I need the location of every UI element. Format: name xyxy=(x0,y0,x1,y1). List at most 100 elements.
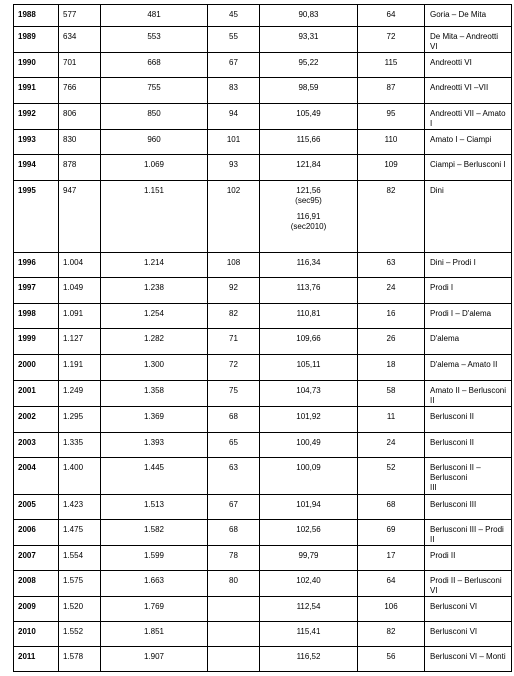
value-cell-c: 78 xyxy=(207,545,260,571)
table-row: 2004 1.400 1.445 63 100,09 52 Berlusconi II – … xyxy=(13,457,512,495)
value-cell-a: 947 xyxy=(58,180,101,253)
d-value: 121,56 xyxy=(296,186,321,195)
year-cell: 1999 xyxy=(13,328,59,355)
year-cell: 2010 xyxy=(13,621,59,647)
value-cell-e: 24 xyxy=(357,277,425,304)
table-row: 1998 1.091 1.254 82 110,81 16 Prodi I – D'alem… xyxy=(13,303,512,329)
value-cell-c: 55 xyxy=(207,26,260,53)
year-cell: 2007 xyxy=(13,545,59,571)
year-cell: 1998 xyxy=(13,303,59,329)
d-value-alt: 116,91 xyxy=(296,212,321,221)
government-cell: Berlusconi II xyxy=(424,432,512,458)
value-cell-e: 63 xyxy=(357,252,425,278)
value-cell-a: 830 xyxy=(58,129,101,155)
value-cell-a: 1.575 xyxy=(58,570,101,597)
value-cell-d: 101,92 xyxy=(259,406,358,433)
government-label: D'alema – Amato II xyxy=(430,360,498,369)
table-body: 1988 577 481 45 90,83 64 Goria – De Mita 1989 63… xyxy=(13,4,512,672)
government-cell: Berlusconi VI xyxy=(424,596,512,622)
year-cell: 1988 xyxy=(13,4,59,27)
year-cell: 1990 xyxy=(13,52,59,78)
value-cell-d: 112,54 xyxy=(259,596,358,622)
value-cell-c: 63 xyxy=(207,457,260,495)
value-cell-d: 99,79 xyxy=(259,545,358,571)
d-note-alt: (sec2010) xyxy=(290,222,327,231)
value-cell-b: 553 xyxy=(100,26,208,53)
value-cell-e: 18 xyxy=(357,354,425,381)
value-cell-e: 64 xyxy=(357,4,425,27)
value-cell-c: 101 xyxy=(207,129,260,155)
value-cell-e: 56 xyxy=(357,646,425,672)
value-cell-d: 121,84 xyxy=(259,154,358,181)
value-cell-e: 110 xyxy=(357,129,425,155)
value-cell-e: 72 xyxy=(357,26,425,53)
government-cell: Andreotti VII – Amato I xyxy=(424,103,512,130)
table-row: 2000 1.191 1.300 72 105,11 18 D'alema – Amato … xyxy=(13,354,512,381)
government-label: Berlusconi III xyxy=(430,500,477,509)
value-cell-c: 45 xyxy=(207,4,260,27)
value-cell-c: 68 xyxy=(207,406,260,433)
table-row: 2007 1.554 1.599 78 99,79 17 Prodi II xyxy=(13,545,512,571)
value-cell-e: 82 xyxy=(357,180,425,253)
year-cell: 2004 xyxy=(13,457,59,495)
value-cell-d: 100,49 xyxy=(259,432,358,458)
value-cell-d: 98,59 xyxy=(259,77,358,104)
table-row: 2006 1.475 1.582 68 102,56 69 Berlusconi III –… xyxy=(13,519,512,546)
year-cell: 1993 xyxy=(13,129,59,155)
value-cell-b: 1.599 xyxy=(100,545,208,571)
value-cell-d: 102,56 xyxy=(259,519,358,546)
value-cell-d: 93,31 xyxy=(259,26,358,53)
table-row: 2008 1.575 1.663 80 102,40 64 Prodi II – Berlu… xyxy=(13,570,512,597)
value-cell-b: 1.513 xyxy=(100,494,208,520)
value-cell-a: 1.004 xyxy=(58,252,101,278)
government-label: Berlusconi VI xyxy=(430,602,478,611)
value-cell-d: 95,22 xyxy=(259,52,358,78)
government-label: Andreotti VI –VII xyxy=(430,83,489,92)
table-row: 1999 1.127 1.282 71 109,66 26 D'alema xyxy=(13,328,512,355)
government-cell: D'alema – Amato II xyxy=(424,354,512,381)
table-row: 1994 878 1.069 93 121,84 109 Ciampi – Berlusco… xyxy=(13,154,512,181)
government-cell: Prodi II xyxy=(424,545,512,571)
value-cell-d: 100,09 xyxy=(259,457,358,495)
year-cell: 2005 xyxy=(13,494,59,520)
government-cell: De Mita – Andreotti VI xyxy=(424,26,512,53)
value-cell-d: 101,94 xyxy=(259,494,358,520)
government-label: Dini – Prodi I xyxy=(430,258,476,267)
government-cell: Prodi I xyxy=(424,277,512,304)
government-cell: Andreotti VI –VII xyxy=(424,77,512,104)
government-label: Ciampi – Berlusconi I xyxy=(430,160,506,169)
value-cell-a: 1.475 xyxy=(58,519,101,546)
government-cell: Amato I – Ciampi xyxy=(424,129,512,155)
value-cell-a: 1.578 xyxy=(58,646,101,672)
government-label: Prodi I xyxy=(430,283,454,292)
value-cell-d: 115,41 xyxy=(259,621,358,647)
government-cell: Dini xyxy=(424,180,512,253)
value-cell-d: 109,66 xyxy=(259,328,358,355)
value-cell-e: 58 xyxy=(357,380,425,407)
value-cell-d: 90,83 xyxy=(259,4,358,27)
government-label-cont: III xyxy=(430,483,437,492)
government-cell: Amato II – Berlusconi II xyxy=(424,380,512,407)
government-cell: Andreotti VI xyxy=(424,52,512,78)
year-cell: 1996 xyxy=(13,252,59,278)
value-cell-d: 121,56 (sec95) 116,91 (sec2010) xyxy=(259,180,358,253)
value-cell-b: 1.282 xyxy=(100,328,208,355)
year-cell: 2008 xyxy=(13,570,59,597)
value-cell-d: 116,34 xyxy=(259,252,358,278)
value-cell-b: 1.907 xyxy=(100,646,208,672)
table-row: 2005 1.423 1.513 67 101,94 68 Berlusconi III xyxy=(13,494,512,520)
value-cell-a: 1.520 xyxy=(58,596,101,622)
value-cell-b: 1.300 xyxy=(100,354,208,381)
value-cell-a: 701 xyxy=(58,52,101,78)
government-label: Amato I – Ciampi xyxy=(430,135,492,144)
government-cell: Berlusconi III – Prodi II xyxy=(424,519,512,546)
year-cell: 2000 xyxy=(13,354,59,381)
government-label: Berlusconi II – Berlusconi xyxy=(430,463,481,482)
table-row: 1995 947 1.151 102 121,56 (sec95) 116,91 (sec20… xyxy=(13,180,512,253)
year-cell: 1989 xyxy=(13,26,59,53)
value-cell-e: 109 xyxy=(357,154,425,181)
value-cell-b: 1.238 xyxy=(100,277,208,304)
value-cell-c: 67 xyxy=(207,494,260,520)
table-row: 1996 1.004 1.214 108 116,34 63 Dini – Prodi I xyxy=(13,252,512,278)
